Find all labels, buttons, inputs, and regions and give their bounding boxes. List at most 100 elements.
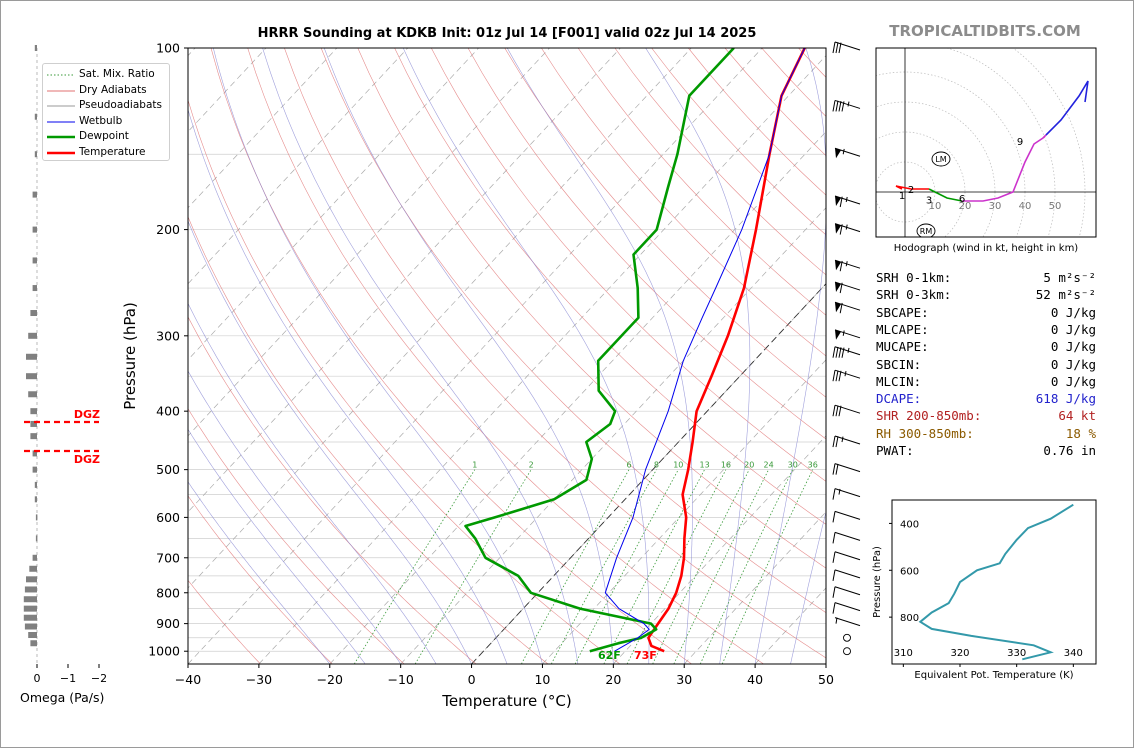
isotherm-line <box>188 48 479 361</box>
mixing-ratio-line <box>626 469 727 664</box>
legend-swatch <box>47 121 75 122</box>
omega-bar <box>34 481 37 488</box>
y-tick-label: 400 <box>156 404 180 419</box>
x-tick-label: −30 <box>246 672 272 687</box>
pseudoadiabat-line <box>213 48 543 664</box>
index-value: 64 kt <box>1058 408 1096 424</box>
omega-bar <box>32 191 37 198</box>
dry-adiabat-line <box>394 48 826 525</box>
pseudoadiabat-line <box>402 48 650 664</box>
omega-tick-label: −1 <box>60 672 76 685</box>
index-key: MLCAPE: <box>876 321 929 337</box>
x-tick-label: −10 <box>387 672 413 687</box>
omega-bar <box>29 565 37 572</box>
index-key: MUCAPE: <box>876 339 929 355</box>
omega-bar <box>26 373 37 380</box>
x-tick-label: 10 <box>534 672 550 687</box>
dgz-label: DGZ <box>74 453 100 466</box>
wind-barb <box>832 435 861 448</box>
index-value: 5 m²s⁻² <box>1043 270 1096 285</box>
wind-barb <box>843 633 851 642</box>
legend-swatch <box>47 74 75 76</box>
omega-bar <box>34 45 37 51</box>
pseudoadiabat-line <box>262 48 579 664</box>
omega-bar <box>23 596 37 603</box>
isotherm-line <box>188 48 338 209</box>
dry-adiabat-line <box>188 495 333 664</box>
index-row: SBCAPE: 0 J/kg <box>876 305 1096 322</box>
index-value: 0 J/kg <box>1050 356 1096 372</box>
isotherm-line <box>188 48 621 513</box>
index-key: MLCIN: <box>876 373 922 389</box>
dry-adiabat-line <box>188 408 405 664</box>
omega-tick-label: 0 <box>34 672 41 685</box>
wind-barb <box>834 223 861 235</box>
index-key: SHR 200-850mb: <box>876 408 982 424</box>
omega-bar <box>28 632 37 639</box>
dry-adiabat-line <box>188 579 261 664</box>
wind-barb <box>834 617 861 627</box>
y-tick-label: 800 <box>156 585 180 600</box>
omega-bar <box>32 466 37 473</box>
legend-swatch <box>47 135 75 139</box>
index-value: 18 % <box>1065 425 1096 441</box>
isotherm-line <box>188 48 763 664</box>
index-key: PWAT: <box>876 443 914 458</box>
wind-barb <box>832 404 861 417</box>
wetbulb-profile-line <box>604 48 806 652</box>
isotherm-line <box>400 207 826 664</box>
omega-bar <box>23 614 37 621</box>
mixing-ratio-line <box>414 469 532 664</box>
y-tick-label: 300 <box>156 328 180 343</box>
dry-adiabat-line <box>188 216 549 664</box>
mixing-ratio-line <box>699 469 794 664</box>
index-key: RH 300-850mb: <box>876 425 974 441</box>
index-value: 52 m²s⁻² <box>1035 287 1096 303</box>
y-tick-label: 500 <box>156 462 180 477</box>
pseudoadiabat-line <box>188 481 331 664</box>
omega-bar <box>23 605 37 612</box>
x-tick-label: 40 <box>747 672 763 687</box>
legend-swatch <box>47 105 75 107</box>
zero-isotherm-line <box>471 283 826 664</box>
index-row: DCAPE: 618 J/kg <box>876 391 1096 408</box>
legend-label: Temperature <box>79 145 146 158</box>
page-title: HRRR Sounding at KDKB Init: 01z Jul 14 [… <box>257 26 757 41</box>
wind-barb <box>832 569 861 581</box>
index-value: 618 J/kg <box>1035 391 1096 407</box>
dry-adiabat-line <box>320 48 826 613</box>
x-tick-label: 0 <box>468 672 476 687</box>
wind-barb <box>834 281 861 294</box>
omega-axis-label: Omega (Pa/s) <box>20 690 105 705</box>
isotherm-line <box>258 55 826 664</box>
pseudoadiabat-line <box>645 48 751 664</box>
pseudoadiabat-line <box>754 48 826 664</box>
brand-watermark: TROPICALTIDBITS.COM <box>889 22 1081 40</box>
x-tick-label: −40 <box>175 672 201 687</box>
wind-barb <box>834 301 861 314</box>
mixing-ratio-line <box>603 469 705 664</box>
omega-bar <box>32 257 37 264</box>
omega-bar <box>34 151 37 158</box>
mixing-ratio-label: 1 <box>472 461 477 470</box>
isotherm-line <box>188 48 409 285</box>
dgz-label: DGZ <box>74 408 100 421</box>
index-value: 0 J/kg <box>1050 373 1096 389</box>
index-value: 0 J/kg <box>1050 339 1096 355</box>
omega-bar <box>26 353 37 360</box>
mixing-ratio-line <box>673 469 769 664</box>
index-key: SRH 0-1km: <box>876 270 952 285</box>
index-value: 0 J/kg <box>1050 321 1096 337</box>
index-row: PWAT: 0.76 in <box>876 443 1096 460</box>
pseudoadiabat-line <box>790 510 826 664</box>
index-key: SBCIN: <box>876 356 922 372</box>
mixing-ratio-line <box>521 469 630 664</box>
index-row: MLCIN: 0 J/kg <box>876 374 1096 391</box>
dry-adiabat-line <box>210 48 692 664</box>
omega-bar <box>30 433 37 440</box>
dry-adiabat-line <box>504 48 826 398</box>
wind-barb <box>832 531 861 544</box>
wind-barb <box>832 586 861 598</box>
omega-bar <box>24 586 37 593</box>
